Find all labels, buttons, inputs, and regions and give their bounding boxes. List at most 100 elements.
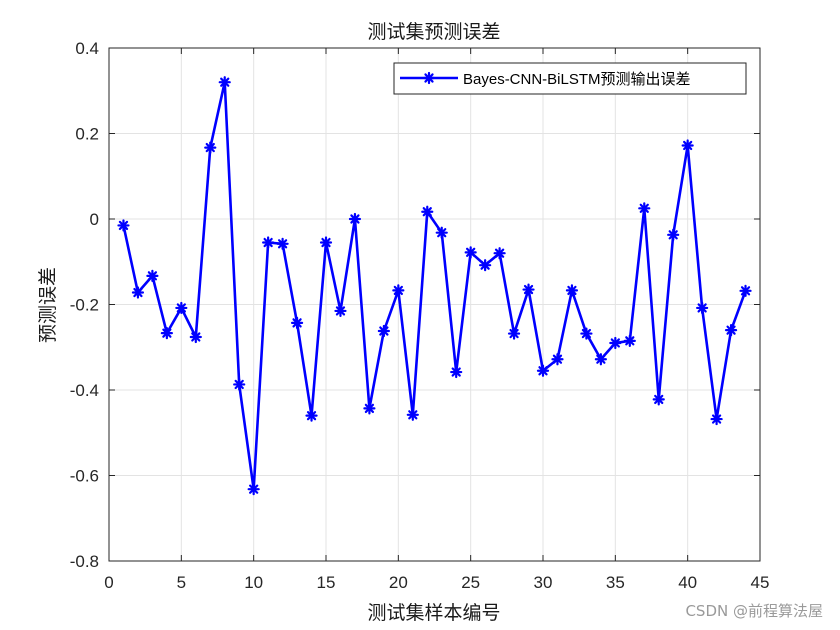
marker-stroke <box>408 410 418 420</box>
marker-stroke <box>552 354 563 364</box>
data-point <box>290 316 304 329</box>
data-point <box>536 364 550 377</box>
marker-stroke <box>451 367 461 377</box>
marker-stroke <box>711 414 722 424</box>
data-point <box>117 219 130 232</box>
marker-stroke <box>205 142 215 153</box>
data-point <box>580 327 593 340</box>
marker-stroke <box>740 286 751 296</box>
marker-stroke <box>118 220 129 231</box>
data-point <box>609 336 622 350</box>
marker-stroke <box>364 403 375 414</box>
data-point <box>363 402 376 415</box>
data-point <box>594 353 607 366</box>
marker-stroke <box>234 379 244 390</box>
x-axis-label: 测试集样本编号 <box>367 602 500 624</box>
marker-stroke <box>683 140 693 151</box>
data-point <box>422 71 436 85</box>
data-point <box>305 409 318 422</box>
x-tick-label: 35 <box>606 573 625 592</box>
data-point <box>565 284 579 297</box>
axis-ticks: 0 5 10 15 20 25 30 35 40 45 -0.8 -0.6 -0.4 -0.2 0 0.2 0.… <box>70 39 770 592</box>
marker-stroke <box>306 411 317 421</box>
data-point <box>392 284 405 297</box>
legend[interactable]: Bayes-CNN-BiLSTM预测输出误差 <box>393 62 747 95</box>
data-point <box>638 202 651 215</box>
marker-stroke <box>610 338 620 348</box>
marker-stroke <box>466 247 476 257</box>
x-tick-label: 45 <box>751 573 770 592</box>
data-point <box>464 246 477 259</box>
data-point <box>522 283 535 296</box>
x-tick-label: 5 <box>177 573 186 592</box>
marker-stroke <box>176 303 186 313</box>
legend-entry-label: Bayes-CNN-BiLSTM预测输出误差 <box>463 71 691 88</box>
y-tick-label: -0.8 <box>70 552 99 571</box>
y-axis-label: 预测误差 <box>37 267 59 343</box>
data-point <box>276 237 289 250</box>
x-tick-label: 25 <box>461 573 480 592</box>
marker-stroke <box>220 77 230 87</box>
series-layer <box>117 76 752 496</box>
y-tick-label: -0.6 <box>70 467 99 486</box>
marker-stroke <box>249 484 259 494</box>
marker-stroke <box>581 328 592 339</box>
marker-stroke <box>133 287 143 298</box>
data-point <box>667 228 680 241</box>
data-point <box>160 327 173 340</box>
data-point <box>233 378 246 391</box>
data-point <box>551 353 564 366</box>
data-point <box>507 327 521 340</box>
plot-border <box>108 47 761 562</box>
data-point <box>319 236 333 249</box>
y-tick-label: 0 <box>90 210 99 229</box>
marker-stroke <box>191 332 201 342</box>
data-point <box>189 330 202 344</box>
y-tick-label: 0.2 <box>75 125 99 144</box>
marker-stroke <box>668 230 678 240</box>
marker-stroke <box>379 326 389 336</box>
data-point <box>696 301 709 315</box>
marker-stroke <box>639 203 649 213</box>
marker-stroke <box>277 239 288 249</box>
marker-stroke <box>596 354 606 364</box>
x-tick-label: 20 <box>389 573 408 592</box>
marker-stroke <box>393 285 403 296</box>
legend-marker <box>422 71 436 85</box>
marker-stroke <box>654 394 664 405</box>
data-point <box>348 212 362 226</box>
x-tick-label: 0 <box>104 573 113 592</box>
data-point <box>262 236 275 249</box>
marker-stroke <box>437 228 447 238</box>
data-point <box>652 393 665 406</box>
marker-stroke <box>480 260 490 270</box>
y-tick-label: -0.4 <box>70 381 99 400</box>
data-point <box>406 408 419 421</box>
marker-stroke <box>494 248 505 258</box>
marker-stroke <box>263 237 273 248</box>
marker-stroke <box>350 214 360 224</box>
x-tick-label: 15 <box>317 573 336 592</box>
x-tick-label: 40 <box>678 573 697 592</box>
data-point <box>450 365 463 379</box>
marker-stroke <box>538 366 548 376</box>
data-point <box>204 141 217 154</box>
data-point <box>435 226 448 239</box>
marker-stroke <box>335 306 346 316</box>
marker-stroke <box>726 325 736 335</box>
watermark-text: CSDN @前程算法屋 <box>685 602 823 620</box>
data-point <box>146 269 159 282</box>
y-tick-label: 0.4 <box>75 39 99 58</box>
data-point <box>131 286 145 299</box>
data-point <box>724 324 738 337</box>
data-point <box>218 76 231 89</box>
marker-stroke <box>625 336 635 346</box>
x-tick-label: 30 <box>534 573 553 592</box>
marker-stroke <box>424 73 434 83</box>
chart-title: 测试集预测误差 <box>367 21 500 43</box>
data-point <box>175 301 188 315</box>
x-tick-label: 10 <box>244 573 263 592</box>
data-point <box>334 304 347 318</box>
data-point <box>247 483 260 496</box>
